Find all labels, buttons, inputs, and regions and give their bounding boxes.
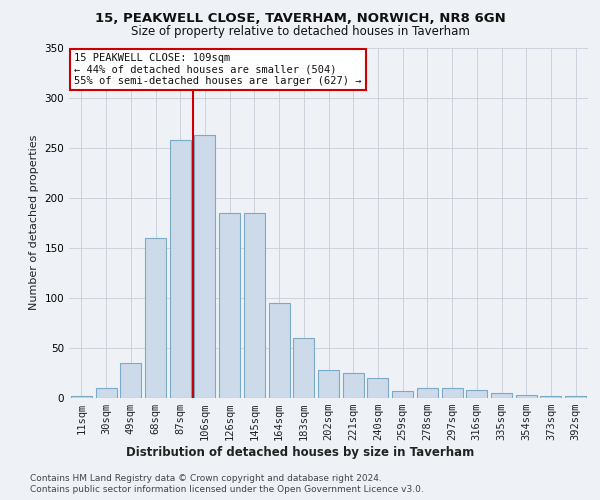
Text: Distribution of detached houses by size in Taverham: Distribution of detached houses by size …: [126, 446, 474, 459]
Bar: [392, 390, 413, 398]
Text: Contains public sector information licensed under the Open Government Licence v3: Contains public sector information licen…: [30, 485, 424, 494]
Bar: [145, 238, 166, 398]
Bar: [219, 212, 240, 398]
Bar: [269, 302, 290, 398]
Bar: [491, 392, 512, 398]
Bar: [194, 134, 215, 398]
Bar: [565, 396, 586, 398]
Bar: [343, 372, 364, 398]
Bar: [95, 388, 116, 398]
Bar: [120, 362, 141, 398]
Text: 15, PEAKWELL CLOSE, TAVERHAM, NORWICH, NR8 6GN: 15, PEAKWELL CLOSE, TAVERHAM, NORWICH, N…: [95, 12, 505, 26]
Text: Size of property relative to detached houses in Taverham: Size of property relative to detached ho…: [131, 25, 469, 38]
Bar: [442, 388, 463, 398]
Bar: [417, 388, 438, 398]
Bar: [293, 338, 314, 398]
Bar: [170, 140, 191, 398]
Bar: [244, 212, 265, 398]
Text: 15 PEAKWELL CLOSE: 109sqm
← 44% of detached houses are smaller (504)
55% of semi: 15 PEAKWELL CLOSE: 109sqm ← 44% of detac…: [74, 53, 362, 86]
Bar: [466, 390, 487, 398]
Bar: [516, 394, 537, 398]
Bar: [541, 396, 562, 398]
Y-axis label: Number of detached properties: Number of detached properties: [29, 135, 39, 310]
Bar: [318, 370, 339, 398]
Text: Contains HM Land Registry data © Crown copyright and database right 2024.: Contains HM Land Registry data © Crown c…: [30, 474, 382, 483]
Bar: [367, 378, 388, 398]
Bar: [71, 396, 92, 398]
